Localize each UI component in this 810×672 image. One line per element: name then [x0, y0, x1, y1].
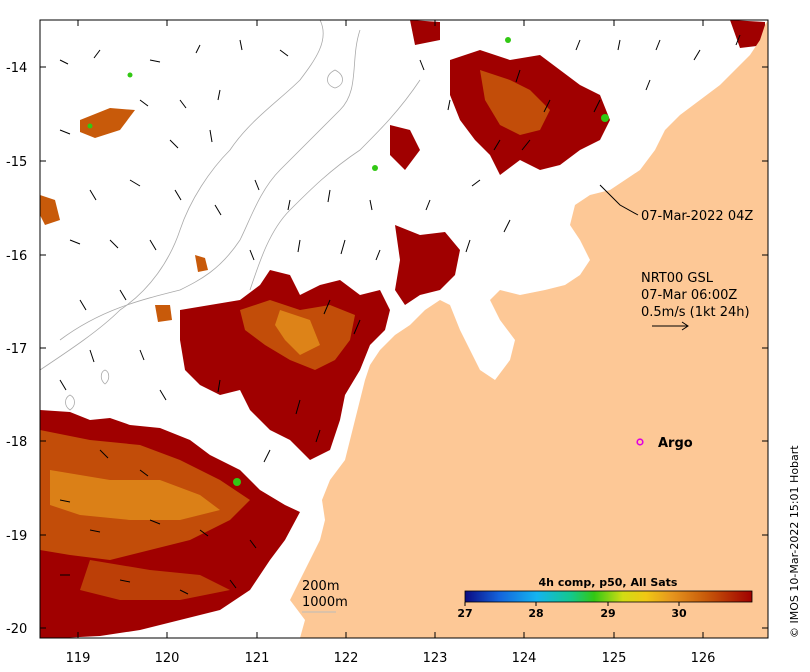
y-tick-label: -14	[6, 61, 27, 76]
y-axis-ticks	[40, 66, 768, 629]
x-tick-label: 125	[602, 651, 627, 666]
contour-legend-1000m: 1000m	[302, 595, 348, 610]
y-tick-label: -20	[6, 622, 27, 637]
pass-time-label: 07-Mar-2022 04Z	[641, 209, 753, 224]
colorbar-tick-label: 29	[600, 607, 615, 620]
x-tick-label: 119	[66, 651, 91, 666]
x-tick-label: 123	[423, 651, 448, 666]
x-tick-label: 126	[691, 651, 716, 666]
pass-time-leader	[599, 184, 639, 216]
current-scale-label: 0.5m/s (1kt 24h)	[641, 305, 750, 320]
current-product-label: NRT00 GSL	[641, 271, 714, 286]
colorbar-bar	[464, 590, 753, 603]
x-tick-label: 122	[334, 651, 359, 666]
y-tick-label: -18	[6, 435, 27, 450]
plot-frame	[39, 19, 769, 639]
contour-legend-200m: 200m	[302, 579, 339, 594]
y-tick-label: -15	[6, 155, 27, 170]
colorbar-tick-label: 28	[528, 607, 543, 620]
current-vectors	[59, 34, 741, 595]
x-tick-labels: 119 120 121 122 123 124 125 126	[66, 651, 716, 666]
x-tick-label: 121	[245, 651, 270, 666]
x-tick-label: 120	[155, 651, 180, 666]
current-time-label: 07-Mar 06:00Z	[641, 288, 737, 303]
argo-label: Argo	[658, 436, 693, 451]
y-tick-label: -17	[6, 342, 27, 357]
colorbar-title: 4h comp, p50, All Sats	[539, 576, 678, 589]
y-tick-label: -19	[6, 529, 27, 544]
imos-credit: © IMOS 10-Mar-2022 15:01 Hobart	[788, 445, 801, 638]
x-tick-label: 124	[512, 651, 537, 666]
sst-patches	[40, 20, 765, 638]
y-tick-label: -16	[6, 249, 27, 264]
argo-marker[interactable]	[636, 438, 644, 446]
colorbar-tick-label: 30	[671, 607, 687, 620]
bathymetry-200m	[40, 20, 421, 411]
current-scale-arrow	[652, 321, 689, 331]
colorbar-ticks	[464, 602, 680, 606]
land-mass	[290, 20, 768, 638]
y-tick-labels: -14 -15 -16 -17 -18 -19 -20	[6, 61, 27, 637]
x-axis-ticks	[77, 20, 704, 638]
colorbar-tick-label: 27	[457, 607, 472, 620]
